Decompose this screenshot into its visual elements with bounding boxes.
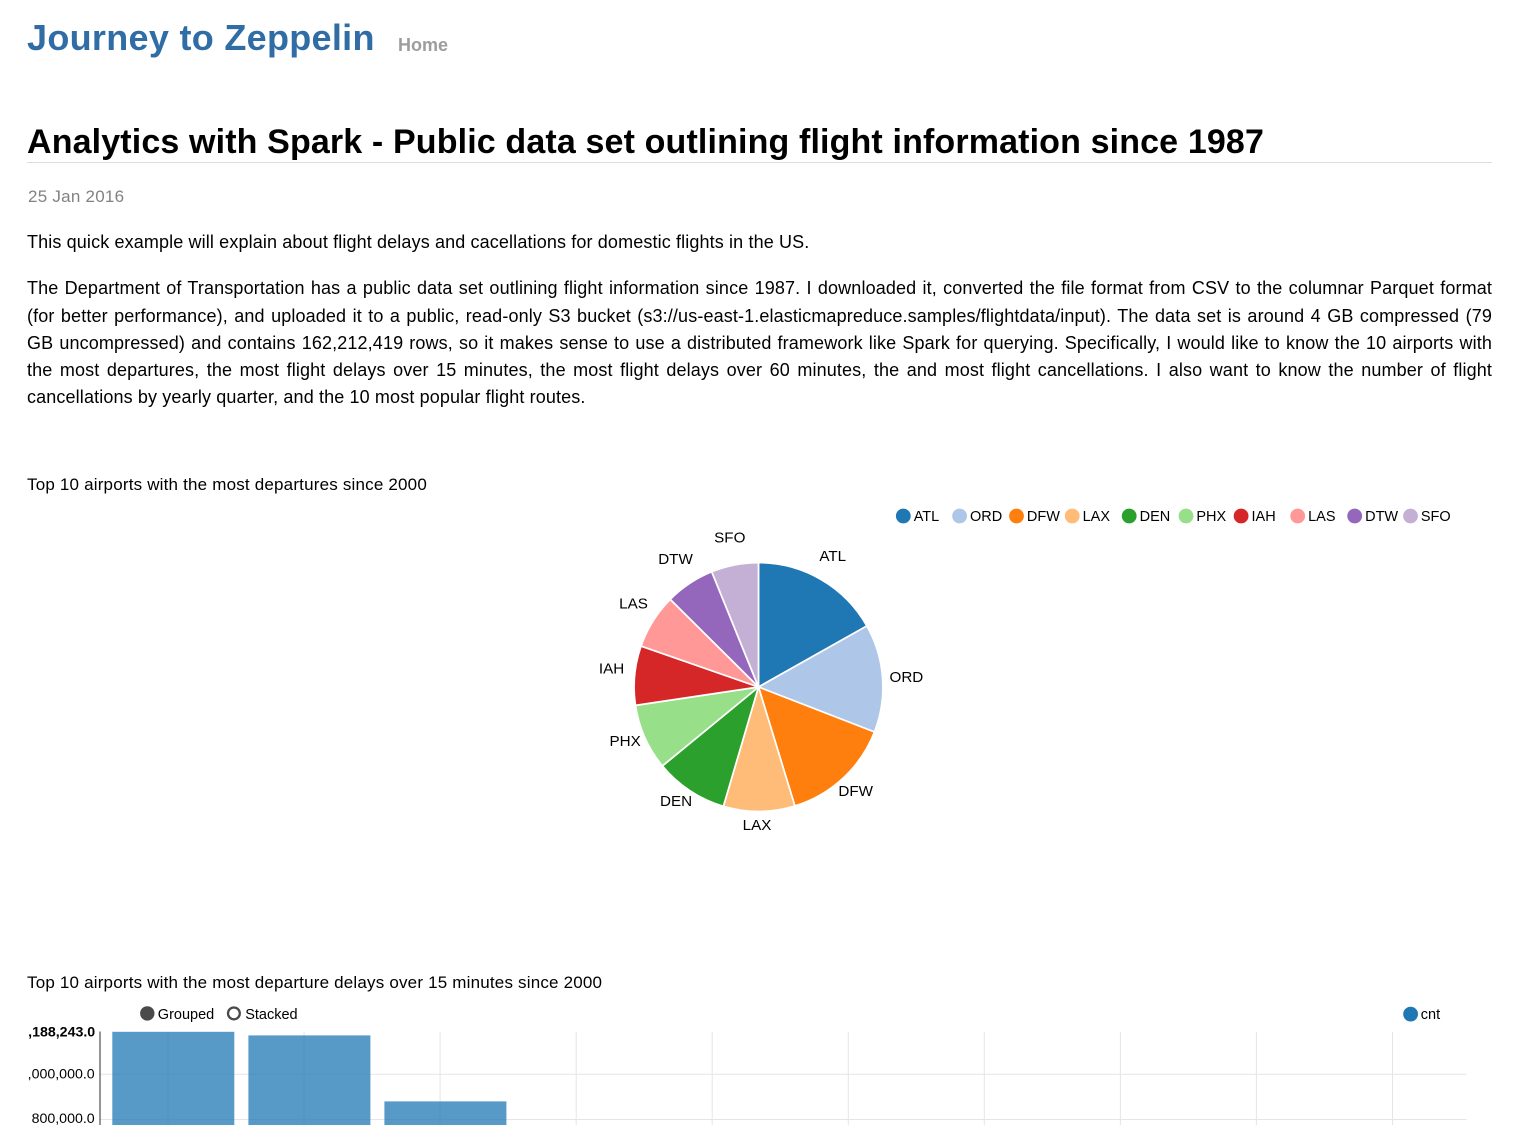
svg-text:DTW: DTW	[658, 551, 693, 568]
svg-text:LAS: LAS	[1308, 509, 1335, 525]
svg-text:800,000.0: 800,000.0	[32, 1111, 95, 1125]
svg-text:PHX: PHX	[1196, 509, 1226, 525]
svg-text:Stacked: Stacked	[245, 1007, 297, 1023]
svg-text:ORD: ORD	[890, 669, 924, 686]
svg-text:DEN: DEN	[660, 793, 692, 810]
svg-text:LAX: LAX	[1083, 509, 1111, 525]
svg-text:LAS: LAS	[619, 595, 648, 612]
svg-text:cnt: cnt	[1421, 1007, 1440, 1023]
svg-text:ORD: ORD	[970, 509, 1002, 525]
svg-text:PHX: PHX	[609, 733, 640, 750]
svg-text:IAH: IAH	[1252, 509, 1276, 525]
svg-text:Grouped: Grouped	[158, 1007, 214, 1023]
svg-text:,188,243.0: ,188,243.0	[28, 1024, 95, 1040]
svg-text:LAX: LAX	[743, 817, 772, 834]
svg-text:ATL: ATL	[914, 509, 940, 525]
svg-text:,000,000.0: ,000,000.0	[28, 1067, 95, 1083]
svg-text:IAH: IAH	[599, 661, 624, 678]
svg-text:DTW: DTW	[1365, 509, 1398, 525]
svg-text:DEN: DEN	[1140, 509, 1171, 525]
svg-text:DFW: DFW	[1027, 509, 1060, 525]
svg-text:DFW: DFW	[838, 783, 873, 800]
svg-text:SFO: SFO	[714, 530, 745, 547]
svg-text:ATL: ATL	[819, 548, 846, 565]
svg-text:SFO: SFO	[1421, 509, 1451, 525]
